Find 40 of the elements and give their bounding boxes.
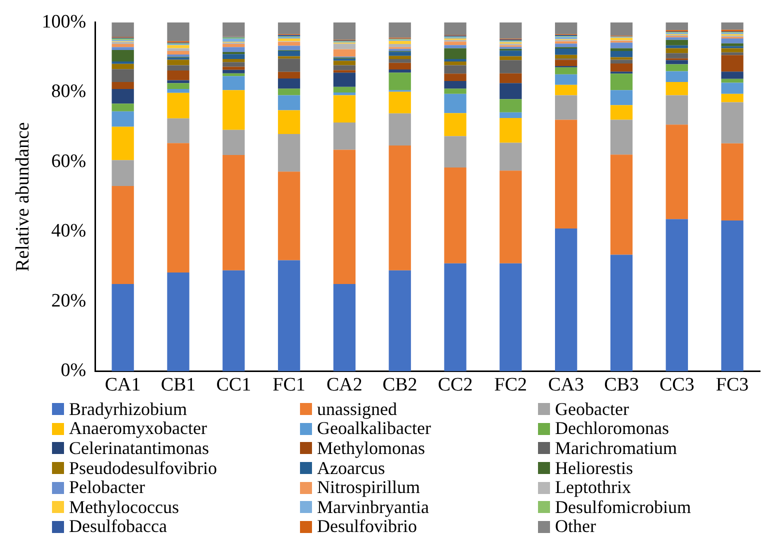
x-tick-label: CB3 bbox=[604, 374, 639, 396]
legend-label: Leptothrix bbox=[555, 477, 631, 498]
legend-label: Other bbox=[555, 516, 596, 538]
legend-label: Marichromatium bbox=[555, 438, 677, 459]
y-tick-label: 80% bbox=[51, 81, 86, 102]
legend-label: Marvinbryantia bbox=[317, 496, 429, 518]
legend-label: Nitrospirillum bbox=[317, 477, 420, 498]
legend-label: Anaeromyxobacter bbox=[69, 418, 207, 440]
y-tick-label: 0% bbox=[60, 360, 86, 382]
x-tick-label: FC3 bbox=[716, 374, 749, 396]
x-tick-label: CA1 bbox=[104, 374, 141, 396]
legend-label: Pseudodesulfovibrio bbox=[69, 458, 217, 479]
x-tick-label: CB1 bbox=[160, 374, 196, 396]
x-tick-label: CA3 bbox=[548, 374, 584, 396]
legend-label: Methylococcus bbox=[69, 496, 179, 518]
legend-label: Pelobacter bbox=[69, 477, 145, 498]
legend-label: Geobacter bbox=[555, 398, 629, 420]
legend-label: Dechloromonas bbox=[555, 418, 669, 440]
x-tick-label: CB2 bbox=[382, 374, 418, 396]
legend-label: Azoarcus bbox=[317, 458, 385, 479]
y-tick-label: 60% bbox=[51, 150, 86, 172]
x-tick-label: CA2 bbox=[326, 374, 362, 396]
x-tick-label: CC3 bbox=[659, 374, 694, 396]
legend-label: Bradyrhizobium bbox=[69, 398, 187, 420]
y-tick-label: 20% bbox=[51, 290, 86, 312]
x-tick-label: CC2 bbox=[438, 374, 473, 396]
legend-label: Heliorestis bbox=[555, 458, 633, 479]
x-tick-label: FC1 bbox=[272, 374, 306, 396]
legend-label: Desulfovibrio bbox=[317, 516, 417, 538]
y-axis-title: Relative abundance bbox=[12, 122, 34, 272]
legend-label: Desulfobacca bbox=[69, 516, 167, 538]
y-tick-label: 40% bbox=[51, 220, 86, 242]
y-tick-label: 100% bbox=[42, 11, 86, 32]
x-tick-label: CC1 bbox=[216, 374, 252, 396]
legend-label: Celerinatantimonas bbox=[69, 438, 209, 459]
legend-label: unassigned bbox=[317, 398, 397, 420]
legend-label: Geoalkalibacter bbox=[317, 418, 431, 440]
legend-label: Desulfomicrobium bbox=[555, 496, 691, 518]
x-tick-label: FC2 bbox=[494, 374, 528, 396]
legend-label: Methylomonas bbox=[317, 438, 425, 459]
